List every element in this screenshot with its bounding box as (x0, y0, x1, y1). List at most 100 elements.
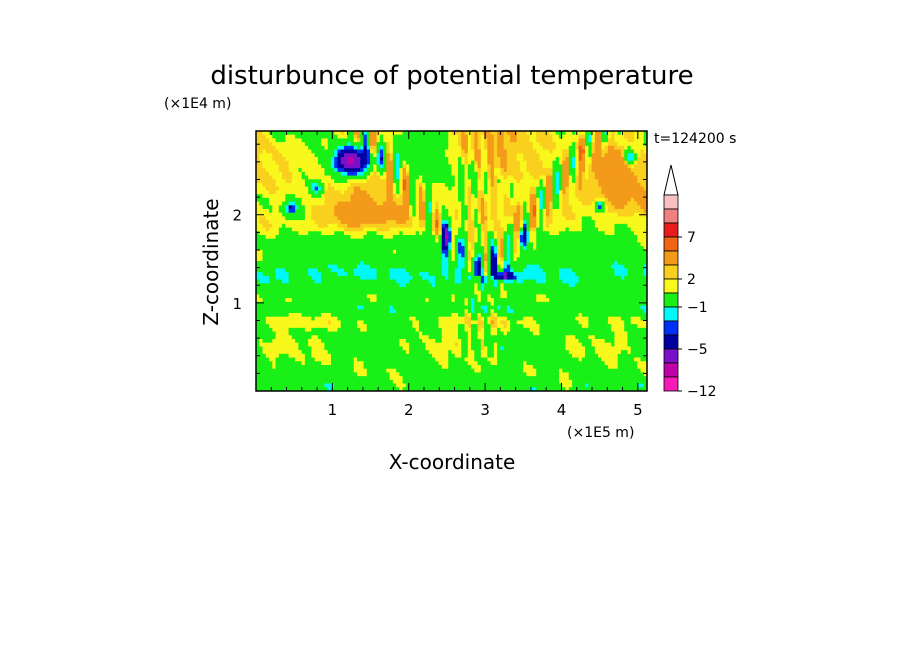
contour-cell (523, 142, 528, 147)
contour-cell (396, 275, 400, 281)
contour-cell (559, 212, 563, 218)
contour-cell (298, 142, 303, 147)
contour-cell (425, 216, 430, 221)
contour-cell (552, 268, 557, 273)
contour-cell (269, 279, 273, 284)
contour-cell (324, 268, 329, 273)
contour-cell (594, 171, 599, 177)
contour-cell (477, 272, 482, 277)
contour-cell (519, 179, 524, 184)
contour-cell (379, 231, 384, 236)
contour-cell (575, 242, 580, 247)
contour-cell (633, 216, 638, 221)
contour-cell (428, 216, 433, 221)
contour-cell (568, 160, 573, 166)
contour-cell (343, 168, 348, 173)
contour-cell (444, 157, 449, 162)
contour-cell (545, 275, 550, 281)
contour-cell (500, 246, 505, 251)
contour-cell (425, 238, 430, 244)
contour-cell (360, 138, 365, 143)
contour-cell (363, 138, 368, 143)
contour-cell (327, 197, 332, 203)
contour-cell (301, 205, 306, 210)
contour-cell (295, 272, 299, 277)
contour-cell (291, 183, 296, 188)
contour-cell (285, 153, 290, 158)
contour-cell (497, 157, 501, 162)
contour-cell (311, 153, 316, 158)
contour-cell (347, 272, 352, 277)
contour-cell (409, 220, 413, 225)
contour-cell (357, 145, 361, 151)
contour-cell (402, 153, 407, 158)
contour-cell (620, 138, 625, 143)
contour-cell (282, 149, 286, 154)
contour-cell (438, 220, 443, 225)
contour-cell (431, 197, 436, 203)
contour-cell (278, 283, 283, 288)
contour-cell (366, 235, 371, 240)
contour-cell (607, 238, 612, 244)
contour-cell (314, 275, 319, 281)
contour-cell (448, 283, 453, 288)
contour-cell (389, 138, 394, 143)
contour-cell (581, 153, 586, 158)
contour-cell (559, 205, 563, 210)
contour-cell (529, 253, 534, 258)
contour-cell (565, 235, 570, 240)
contour-cell (360, 212, 365, 218)
contour-cell (572, 153, 576, 158)
contour-cell (379, 242, 384, 247)
contour-cell (555, 231, 560, 236)
contour-cell (471, 194, 475, 199)
contour-cell (545, 186, 550, 192)
contour-cell (506, 220, 511, 225)
contour-cell (532, 231, 537, 236)
contour-cell (295, 138, 299, 143)
contour-cell (539, 264, 544, 270)
contour-cell (370, 131, 374, 136)
contour-cell (585, 190, 589, 195)
contour-cell (409, 264, 413, 270)
contour-cell (317, 194, 322, 199)
contour-cell (451, 216, 456, 221)
contour-cell (288, 142, 293, 147)
contour-cell (399, 160, 404, 166)
contour-cell (591, 279, 596, 284)
contour-cell (278, 183, 283, 188)
contour-cell (288, 249, 293, 255)
contour-cell (317, 212, 322, 218)
contour-cell (480, 242, 485, 247)
contour-cell (624, 134, 629, 140)
contour-cell (464, 175, 469, 180)
contour-cell (516, 197, 521, 203)
contour-cell (552, 227, 557, 232)
contour-cell (431, 227, 436, 232)
contour-cell (438, 283, 443, 288)
contour-cell (585, 220, 589, 225)
contour-cell (598, 164, 602, 169)
contour-cell (412, 142, 417, 147)
contour-cell (532, 205, 537, 210)
contour-cell (559, 209, 563, 214)
contour-cell (441, 209, 446, 214)
contour-cell (347, 186, 352, 192)
contour-cell (594, 272, 599, 277)
contour-cell (458, 175, 462, 180)
contour-cell (366, 249, 371, 255)
contour-cell (562, 179, 567, 184)
contour-cell (311, 216, 316, 221)
contour-cell (490, 231, 495, 236)
contour-cell (624, 216, 629, 221)
contour-cell (617, 261, 622, 266)
contour-cell (259, 145, 264, 151)
contour-cell (536, 264, 541, 270)
contour-cell (471, 220, 475, 225)
contour-cell (304, 171, 309, 177)
contour-cell (451, 242, 456, 247)
contour-cell (539, 131, 544, 136)
contour-cell (357, 205, 361, 210)
contour-cell (555, 268, 560, 273)
